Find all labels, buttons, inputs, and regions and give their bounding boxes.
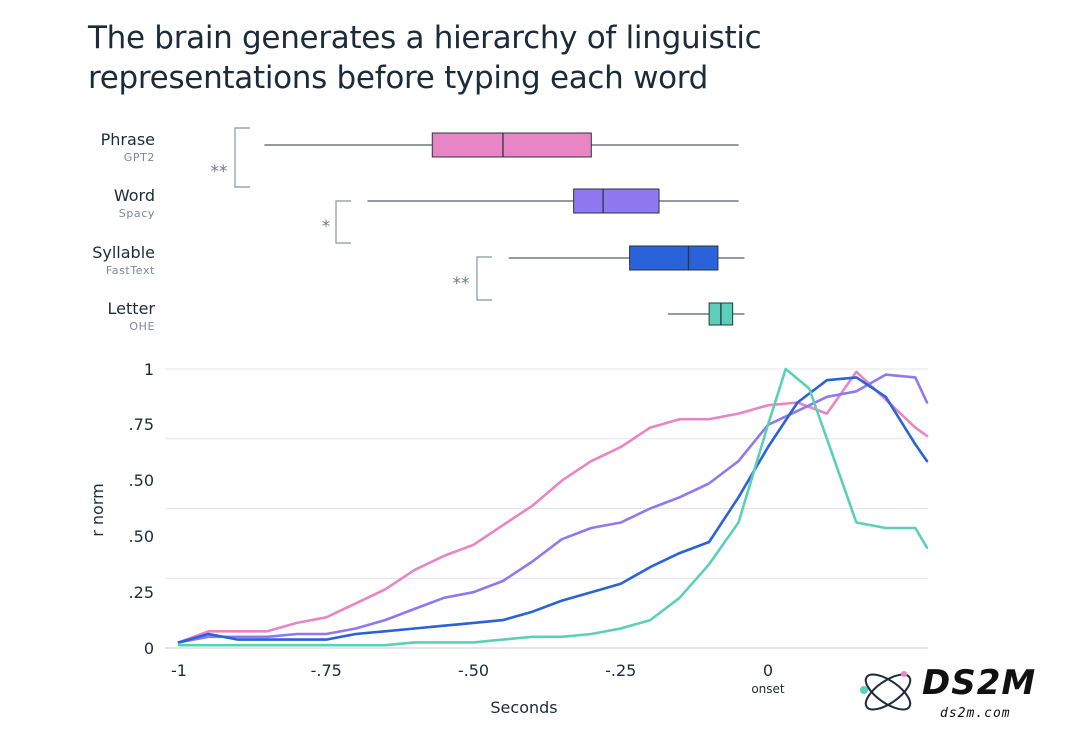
y-tick-label: 1 (144, 360, 154, 379)
box-sublabel-syllable: FastText (106, 264, 155, 277)
x-tick-label: -1 (171, 661, 187, 680)
y-tick-label: .50 (129, 527, 154, 546)
y-tick-label: .75 (129, 415, 154, 434)
box-iqr-word (573, 188, 660, 214)
series-line-letter (177, 367, 929, 647)
logo-dot-icon (901, 671, 907, 677)
logo-dot-icon (860, 686, 868, 694)
box-iqr-phrase (431, 132, 592, 158)
chart-title: The brain generates a hierarchy of lingu… (88, 18, 988, 98)
logo-orbit-icon (864, 673, 912, 711)
box-sublabel-phrase: GPT2 (124, 151, 155, 164)
x-tick-label: -.75 (311, 661, 342, 680)
x-tick-sublabel-onset: onset (751, 682, 785, 696)
significance-bracket (335, 200, 351, 244)
box-label-syllable: Syllable (92, 243, 155, 262)
x-tick-label: 0 (763, 661, 773, 680)
series-line-syllable (177, 376, 929, 644)
series-line-word (177, 373, 929, 644)
x-tick-label: -.50 (458, 661, 489, 680)
series-line-phrase (177, 370, 929, 644)
box-label-letter: Letter (108, 299, 156, 318)
x-axis-label: Seconds (490, 698, 557, 717)
watermark-brand: DS2M (922, 663, 1036, 703)
y-tick-label: .50 (129, 471, 154, 490)
significance-label: ** (453, 274, 470, 294)
chart-title-line-1: The brain generates a hierarchy of lingu… (88, 20, 762, 56)
significance-label: ** (211, 162, 228, 182)
x-tick-label: -.25 (605, 661, 636, 680)
significance-label: * (322, 217, 331, 237)
y-tick-label: 0 (144, 639, 154, 658)
box-label-word: Word (114, 186, 155, 205)
significance-bracket (476, 256, 492, 301)
box-label-phrase: Phrase (101, 130, 155, 149)
chart-title-line-2: representations before typing each word (88, 60, 709, 96)
box-sublabel-word: Spacy (119, 207, 155, 220)
box-iqr-syllable (629, 245, 719, 271)
y-axis-label: r norm (88, 483, 107, 536)
logo-orbit-icon (864, 673, 912, 711)
significance-bracket (234, 127, 250, 188)
watermark-url: ds2m.com (940, 706, 1011, 721)
y-tick-label: .25 (129, 583, 154, 602)
box-sublabel-letter: OHE (129, 320, 155, 333)
